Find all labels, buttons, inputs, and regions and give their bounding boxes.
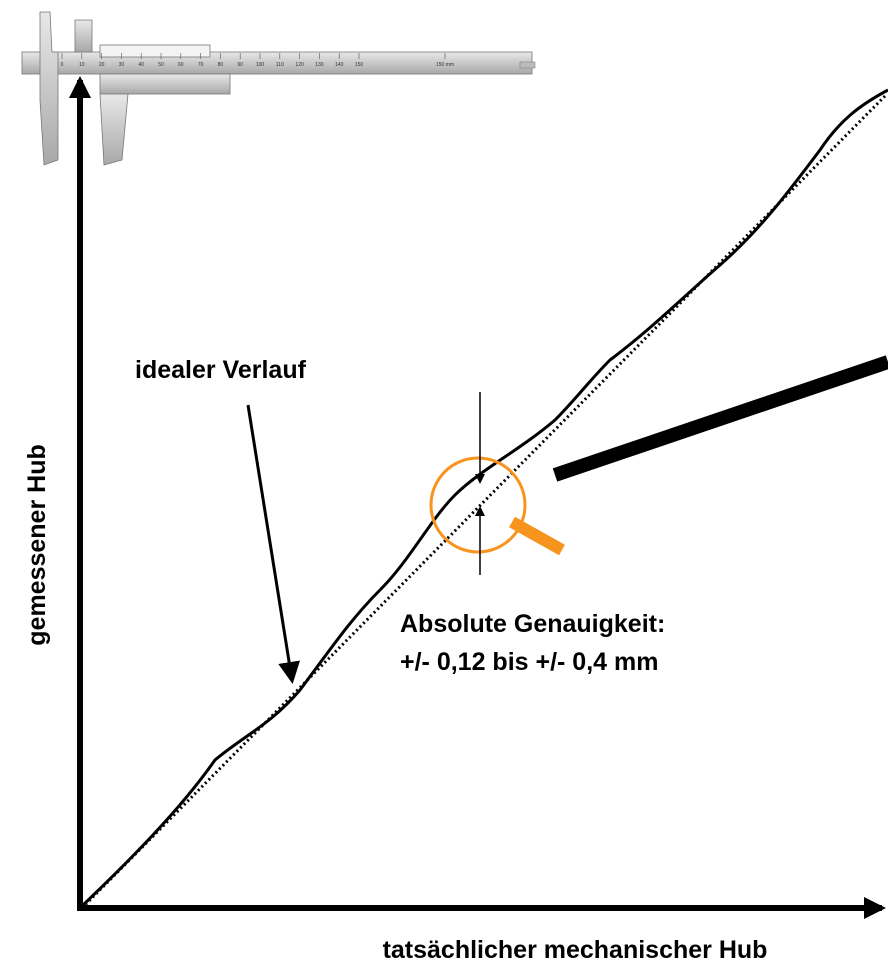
caliper-scale-label: 60 [178, 62, 184, 68]
caliper: 0 10 20 30 40 50 60 70 80 90 100 110 120 130 140 150 150… [22, 12, 535, 165]
caliper-scale-label: 90 [237, 62, 243, 68]
caliper-scale-label: 140 [335, 62, 344, 68]
caliper-scale-label: 0 [61, 62, 64, 68]
caliper-scale-label: 100 [256, 62, 265, 68]
pointer-bar [555, 362, 888, 475]
x-axis-label: tatsächlicher mechanischer Hub [383, 936, 768, 964]
measured-curve [82, 90, 888, 906]
caliper-scale-label: 10 [79, 62, 85, 68]
caliper-scale-label: 40 [138, 62, 144, 68]
caliper-scale-label: 150 [355, 62, 364, 68]
ideal-arrow [248, 405, 292, 680]
y-axis-label: gemessener Hub [23, 444, 51, 645]
caliper-scale-label: 150 mm [436, 62, 454, 68]
caliper-scale-label: 20 [99, 62, 105, 68]
diagram: 0 10 20 30 40 50 60 70 80 90 100 110 120 130 140 150 150… [0, 0, 888, 970]
caliper-scale-label: 80 [218, 62, 224, 68]
accuracy-value: +/- 0,12 bis +/- 0,4 mm [400, 648, 658, 676]
caliper-scale-label: 120 [295, 62, 304, 68]
accuracy-title: Absolute Genauigkeit: [400, 610, 665, 638]
caliper-scale-label: 130 [315, 62, 324, 68]
caliper-scale-label: 110 [276, 62, 284, 68]
caliper-scale-label: 70 [198, 62, 204, 68]
ideal-label: idealer Verlauf [135, 356, 307, 384]
caliper-scale-label: 50 [158, 62, 164, 68]
caliper-scale-label: 30 [119, 62, 125, 68]
